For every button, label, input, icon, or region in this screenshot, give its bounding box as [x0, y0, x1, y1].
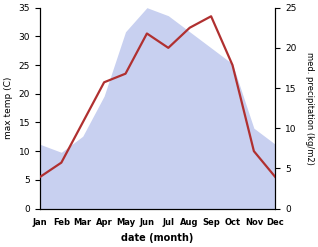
X-axis label: date (month): date (month)	[121, 233, 194, 243]
Y-axis label: med. precipitation (kg/m2): med. precipitation (kg/m2)	[305, 52, 314, 165]
Y-axis label: max temp (C): max temp (C)	[4, 77, 13, 139]
